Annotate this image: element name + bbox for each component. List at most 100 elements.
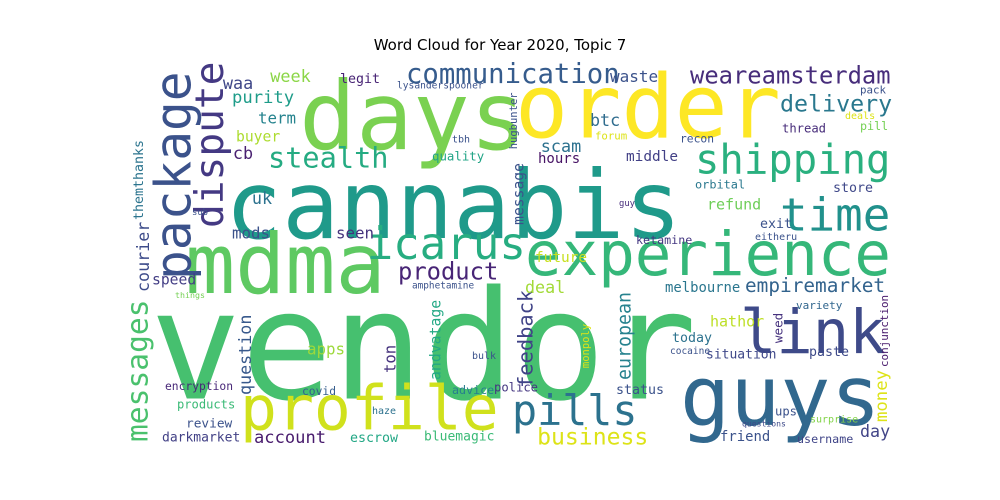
word-communication: communication xyxy=(406,59,620,90)
word-message: message xyxy=(510,163,527,225)
word-themthanks: themthanks xyxy=(132,140,147,220)
word-seen: seen xyxy=(336,224,374,243)
word-messages: messages xyxy=(121,299,155,442)
word-mods: mods xyxy=(232,224,270,243)
word-questions: questions xyxy=(742,418,786,428)
word-melbourne: melbourne xyxy=(665,280,740,296)
word-review: review xyxy=(186,417,233,432)
word-mdma: mdma xyxy=(185,216,386,313)
word-situation: situation xyxy=(706,348,776,363)
word-waa: waa xyxy=(223,73,253,93)
word-scam: scam xyxy=(541,136,581,156)
word-ton: ton xyxy=(382,345,400,373)
word-waste: waste xyxy=(610,67,658,86)
word-sub: sub xyxy=(192,208,208,218)
word-guys: guys xyxy=(680,348,881,445)
word-pack: pack xyxy=(860,83,887,96)
word-package: package xyxy=(144,71,202,280)
word-variety: variety xyxy=(796,299,843,312)
word-european: european xyxy=(615,292,636,380)
word-orbital: orbital xyxy=(695,177,745,191)
word-lysanderspooner: lysanderspooner xyxy=(397,80,484,91)
word-friend: friend xyxy=(720,429,770,445)
word-ketamine: ketamine xyxy=(636,233,692,247)
word-order: order xyxy=(515,55,781,158)
word-recon: recon xyxy=(680,133,714,146)
word-advice: advice xyxy=(452,383,494,397)
word-ups: ups xyxy=(775,404,797,418)
word-hugbunter: hugbunter xyxy=(508,92,520,149)
word-days: days xyxy=(299,62,527,172)
word-haze: haze xyxy=(372,406,396,417)
word-police: police xyxy=(494,380,538,394)
word-pills: pills xyxy=(512,386,638,435)
word-link: link xyxy=(740,298,885,368)
word-future: future xyxy=(535,250,587,266)
word-hours: hours xyxy=(538,151,580,167)
word-dispute: dispute xyxy=(187,62,233,228)
word-feedback: feedback xyxy=(513,290,537,388)
word-hathor: hathor xyxy=(710,312,764,330)
word-stealth: stealth xyxy=(268,140,389,174)
word-courier: courier xyxy=(133,222,153,292)
word-encryption: encryption xyxy=(165,380,233,393)
word-time: time xyxy=(780,188,890,242)
word-exit: exit xyxy=(760,217,792,232)
word-legit: legit xyxy=(340,72,380,87)
word-question: question xyxy=(235,315,255,395)
word-apps: apps xyxy=(307,340,345,359)
word-profile: profile xyxy=(240,374,499,445)
word-cb: cb xyxy=(233,143,253,163)
word-thread: thread xyxy=(782,121,826,135)
word-deals: deals xyxy=(845,111,875,122)
word-tbh: tbh xyxy=(452,135,470,146)
word-purity: purity xyxy=(232,88,294,108)
word-buyer: buyer xyxy=(236,128,280,145)
word-vendor: vendor xyxy=(150,258,697,435)
word-weed: weed xyxy=(771,313,786,343)
word-forum: forum xyxy=(595,129,627,142)
word-guy: guy xyxy=(619,199,635,209)
word-bulk: bulk xyxy=(472,351,496,362)
word-refund: refund xyxy=(707,195,761,213)
word-icarus: icarus xyxy=(367,219,526,270)
word-pill: pill xyxy=(860,119,888,133)
word-term: term xyxy=(258,109,296,128)
word-products: products xyxy=(177,397,235,411)
word-amphetamine: amphetamine xyxy=(412,280,474,291)
word-week: week xyxy=(270,66,310,86)
chart-title: Word Cloud for Year 2020, Topic 7 xyxy=(373,36,627,54)
word-status: status xyxy=(616,383,664,398)
word-covid: covid xyxy=(302,385,336,398)
word-experience: experience xyxy=(525,220,891,290)
word-weareamsterdam: weareamsterdam xyxy=(690,62,891,90)
word-monpoly: monpoly xyxy=(580,324,592,368)
word-things: things xyxy=(175,290,205,300)
word-cocaine: cocaine xyxy=(670,346,710,357)
word-quality: quality xyxy=(432,149,484,164)
word-business: business xyxy=(537,424,648,450)
word-day: day xyxy=(860,421,890,441)
word-today: today xyxy=(672,331,712,346)
word-surprise: surprise xyxy=(810,415,858,426)
word-product: product xyxy=(398,258,498,286)
word-store: store xyxy=(833,181,873,196)
word-delivery: delivery xyxy=(780,90,892,117)
word-eitheru: eitheru xyxy=(755,232,797,243)
word-money: money xyxy=(872,370,892,422)
word-escrow: escrow xyxy=(350,431,398,446)
word-andvatage: andvatage xyxy=(427,300,444,380)
word-paste: paste xyxy=(809,345,849,360)
word-username: username xyxy=(797,432,853,446)
word-deal: deal xyxy=(525,277,565,297)
word-darkmarket: darkmarket xyxy=(162,431,240,446)
word-bluemagic: bluemagic xyxy=(424,430,494,445)
word-shipping: shipping xyxy=(695,136,890,184)
word-conjunction: conjunction xyxy=(878,295,891,367)
word-speed: speed xyxy=(152,271,196,288)
word-account: account xyxy=(254,428,326,448)
word-cannabis: cannabis xyxy=(225,151,682,261)
word-btc: btc xyxy=(590,110,620,130)
